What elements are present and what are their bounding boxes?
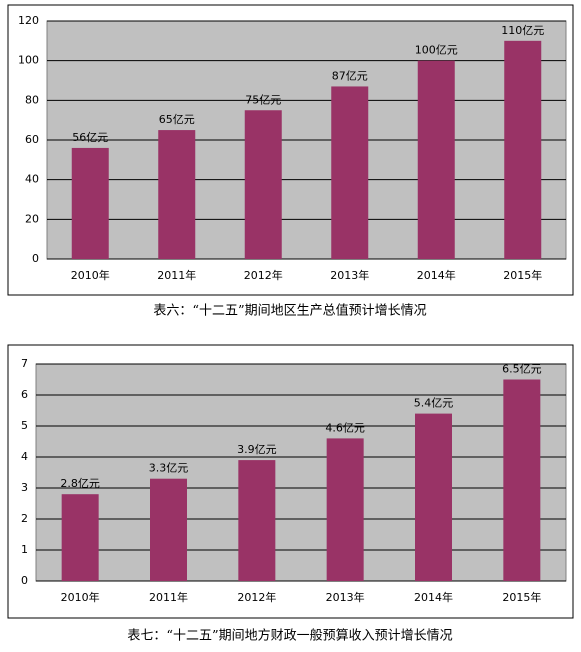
value-label: 5.4亿元 <box>414 397 454 410</box>
value-label: 3.9亿元 <box>237 443 277 456</box>
bar <box>150 478 187 581</box>
y-tick-label: 5 <box>21 419 28 432</box>
value-label: 6.5亿元 <box>502 363 542 376</box>
y-tick-label: 7 <box>21 357 28 370</box>
bar <box>415 413 452 581</box>
y-tick-label: 80 <box>25 93 39 106</box>
y-tick-label: 4 <box>21 450 28 463</box>
x-tick-label: 2013年 <box>330 268 369 282</box>
value-label: 3.3亿元 <box>149 462 189 475</box>
x-tick-label: 2014年 <box>417 268 456 282</box>
caption: 表七：“十二五”期间地方财政一般预算收入预计增长情况 <box>127 628 452 644</box>
y-tick-label: 100 <box>18 54 39 67</box>
y-tick-label: 60 <box>25 133 39 146</box>
x-tick-label: 2011年 <box>149 590 188 604</box>
y-tick-label: 40 <box>25 173 39 186</box>
bar <box>326 438 364 581</box>
x-tick-label: 2014年 <box>414 590 453 604</box>
y-tick-label: 20 <box>25 212 39 225</box>
y-tick-label: 1 <box>21 543 28 556</box>
x-tick-label: 2010年 <box>61 590 100 604</box>
y-tick-label: 6 <box>21 388 28 401</box>
caption: 表六：“十二五”期间地区生产总值预计增长情况 <box>153 303 426 319</box>
value-label: 56亿元 <box>72 131 108 144</box>
y-tick-label: 2 <box>21 512 28 525</box>
y-tick-label: 0 <box>32 252 39 265</box>
x-tick-label: 2012年 <box>237 590 276 604</box>
bar <box>504 40 542 260</box>
bar <box>244 110 282 259</box>
bar <box>503 379 541 581</box>
y-tick-label: 0 <box>21 574 28 587</box>
value-label: 100亿元 <box>415 44 458 57</box>
x-tick-label: 2010年 <box>71 268 110 282</box>
value-label: 87亿元 <box>332 69 368 82</box>
bar <box>417 60 455 259</box>
value-label: 110亿元 <box>501 24 544 37</box>
bar <box>71 147 109 259</box>
bar <box>331 86 369 259</box>
x-tick-label: 2015年 <box>503 268 542 282</box>
bar <box>158 130 196 259</box>
value-label: 75亿元 <box>245 93 281 106</box>
x-tick-label: 2012年 <box>244 268 283 282</box>
value-label: 4.6亿元 <box>325 421 365 434</box>
y-tick-label: 3 <box>21 481 28 494</box>
value-label: 65亿元 <box>159 113 195 126</box>
bar <box>238 460 276 581</box>
x-tick-label: 2011年 <box>157 268 196 282</box>
plot-area <box>35 363 567 582</box>
x-tick-label: 2015年 <box>502 590 541 604</box>
value-label: 2.8亿元 <box>60 477 100 490</box>
bar <box>61 494 99 581</box>
x-tick-label: 2013年 <box>326 590 365 604</box>
y-tick-label: 120 <box>18 14 39 27</box>
